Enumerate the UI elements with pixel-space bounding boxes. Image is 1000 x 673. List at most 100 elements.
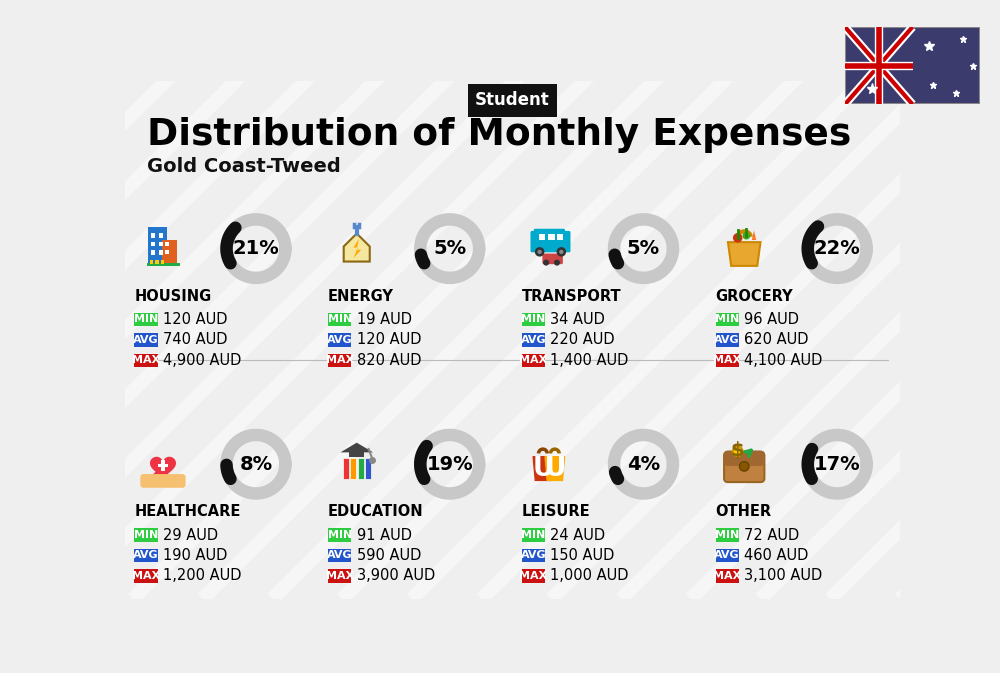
Text: AVG: AVG (521, 551, 546, 561)
Text: GROCERY: GROCERY (716, 289, 793, 304)
Text: 120 AUD: 120 AUD (163, 312, 227, 327)
Text: 820 AUD: 820 AUD (357, 353, 421, 367)
FancyBboxPatch shape (522, 353, 545, 367)
Text: $: $ (731, 441, 745, 460)
Text: Gold Coast-Tweed: Gold Coast-Tweed (147, 157, 340, 176)
Text: EDUCATION: EDUCATION (328, 505, 424, 520)
Polygon shape (150, 457, 176, 480)
Text: MIN: MIN (134, 530, 158, 540)
Text: 72 AUD: 72 AUD (744, 528, 799, 542)
FancyBboxPatch shape (724, 452, 764, 482)
Text: U: U (532, 456, 554, 482)
Text: 190 AUD: 190 AUD (163, 548, 227, 563)
Text: 150 AUD: 150 AUD (550, 548, 615, 563)
Text: MAX: MAX (132, 355, 160, 365)
FancyBboxPatch shape (716, 528, 739, 542)
Text: MAX: MAX (713, 571, 741, 581)
FancyBboxPatch shape (151, 233, 155, 238)
FancyBboxPatch shape (328, 548, 351, 562)
Text: 34 AUD: 34 AUD (550, 312, 605, 327)
FancyBboxPatch shape (134, 353, 158, 367)
FancyBboxPatch shape (328, 333, 351, 347)
FancyBboxPatch shape (328, 313, 351, 326)
FancyBboxPatch shape (542, 254, 563, 264)
FancyBboxPatch shape (716, 313, 739, 326)
Polygon shape (728, 242, 761, 266)
Text: 21%: 21% (233, 239, 279, 258)
FancyBboxPatch shape (522, 313, 545, 326)
FancyBboxPatch shape (716, 548, 739, 562)
Circle shape (557, 247, 566, 256)
Text: MAX: MAX (326, 571, 354, 581)
Text: 17%: 17% (814, 455, 861, 474)
FancyBboxPatch shape (140, 474, 186, 488)
FancyBboxPatch shape (724, 451, 764, 466)
FancyBboxPatch shape (328, 528, 351, 542)
FancyBboxPatch shape (539, 234, 545, 240)
FancyBboxPatch shape (343, 458, 349, 479)
Text: HEALTHCARE: HEALTHCARE (134, 505, 241, 520)
FancyBboxPatch shape (155, 260, 159, 264)
FancyBboxPatch shape (148, 227, 167, 264)
FancyBboxPatch shape (158, 464, 168, 467)
FancyBboxPatch shape (134, 333, 158, 347)
Polygon shape (344, 234, 370, 262)
Text: AVG: AVG (327, 335, 352, 345)
Circle shape (537, 250, 542, 254)
Text: 460 AUD: 460 AUD (744, 548, 809, 563)
Polygon shape (752, 230, 756, 240)
Text: MIN: MIN (328, 530, 352, 540)
FancyBboxPatch shape (328, 353, 351, 367)
Text: 4%: 4% (627, 455, 660, 474)
Text: MIN: MIN (715, 530, 739, 540)
Text: 590 AUD: 590 AUD (357, 548, 421, 563)
Text: AVG: AVG (714, 335, 740, 345)
FancyBboxPatch shape (161, 260, 164, 264)
Text: TRANSPORT: TRANSPORT (522, 289, 621, 304)
Text: HOUSING: HOUSING (134, 289, 212, 304)
Circle shape (535, 247, 544, 256)
Text: 19 AUD: 19 AUD (357, 312, 412, 327)
FancyBboxPatch shape (358, 458, 364, 479)
Text: LEISURE: LEISURE (522, 505, 590, 520)
FancyBboxPatch shape (151, 242, 155, 246)
FancyBboxPatch shape (165, 242, 169, 246)
FancyBboxPatch shape (147, 263, 180, 267)
FancyBboxPatch shape (530, 231, 570, 252)
Text: 5%: 5% (627, 239, 660, 258)
Text: 620 AUD: 620 AUD (744, 332, 809, 347)
Polygon shape (340, 443, 373, 452)
Text: Distribution of Monthly Expenses: Distribution of Monthly Expenses (147, 116, 851, 153)
FancyBboxPatch shape (134, 528, 158, 542)
FancyBboxPatch shape (159, 233, 163, 238)
Circle shape (559, 250, 563, 254)
Text: MAX: MAX (519, 355, 548, 365)
Text: ENERGY: ENERGY (328, 289, 394, 304)
Text: Student: Student (475, 91, 550, 109)
FancyBboxPatch shape (150, 260, 153, 264)
Text: 5%: 5% (433, 239, 466, 258)
FancyBboxPatch shape (159, 250, 163, 255)
FancyBboxPatch shape (165, 250, 169, 254)
Text: MIN: MIN (715, 314, 739, 324)
Polygon shape (545, 457, 565, 481)
Text: MAX: MAX (713, 355, 741, 365)
FancyBboxPatch shape (349, 450, 364, 457)
Text: 4,100 AUD: 4,100 AUD (744, 353, 823, 367)
FancyBboxPatch shape (134, 313, 158, 326)
FancyBboxPatch shape (151, 250, 155, 255)
FancyBboxPatch shape (522, 548, 545, 562)
Text: AVG: AVG (133, 551, 159, 561)
FancyBboxPatch shape (548, 234, 555, 240)
Text: MAX: MAX (519, 571, 548, 581)
Text: 24 AUD: 24 AUD (550, 528, 606, 542)
Text: MIN: MIN (521, 530, 546, 540)
Text: 220 AUD: 220 AUD (550, 332, 615, 347)
FancyBboxPatch shape (328, 569, 351, 583)
Text: 1,200 AUD: 1,200 AUD (163, 569, 241, 583)
Text: 3,900 AUD: 3,900 AUD (357, 569, 435, 583)
Text: MIN: MIN (328, 314, 352, 324)
Text: 3,100 AUD: 3,100 AUD (744, 569, 822, 583)
Circle shape (739, 462, 749, 471)
Text: AVG: AVG (327, 551, 352, 561)
